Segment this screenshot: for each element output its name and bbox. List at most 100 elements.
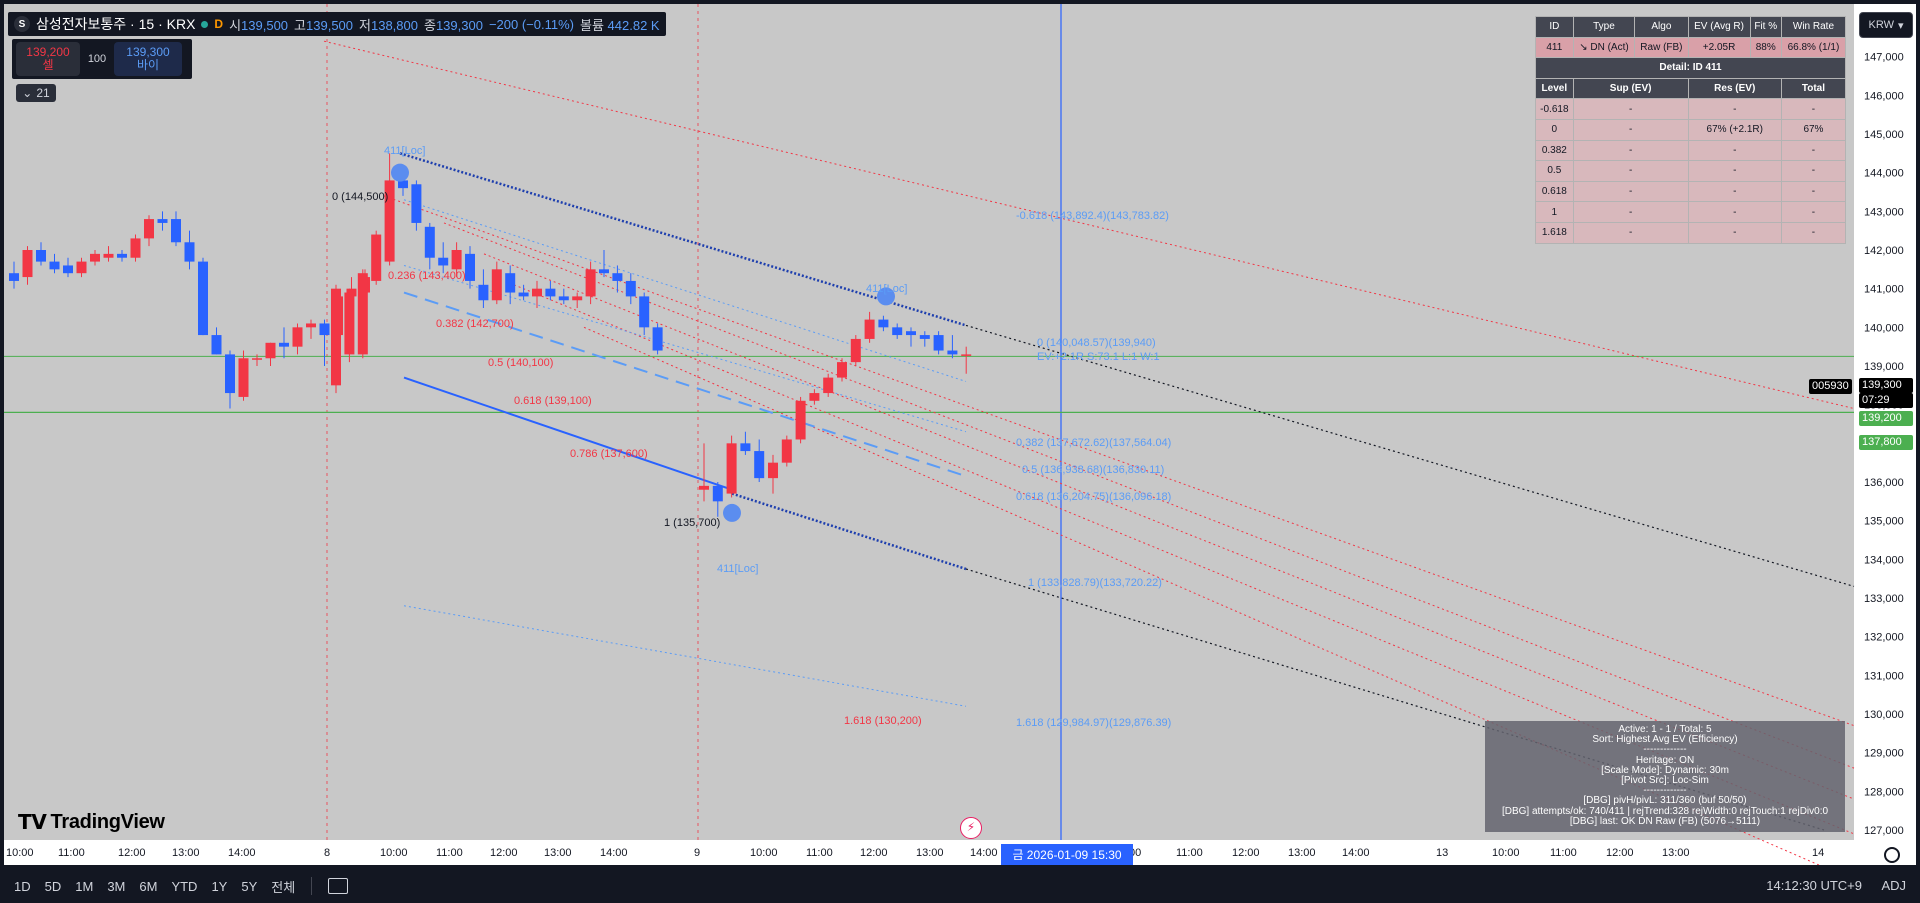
table-cell: - — [1572, 180, 1689, 203]
table-cell: - — [1687, 180, 1782, 203]
bid-price-tag: 139,200 — [1859, 411, 1913, 426]
candle-body — [398, 180, 408, 189]
candle-body — [63, 265, 73, 274]
sell-button[interactable]: 139,200 셀 — [16, 42, 80, 76]
chart-annotation: 0 (144,500) — [332, 191, 388, 203]
candle-body — [768, 462, 778, 479]
candle-body — [850, 338, 861, 363]
y-tick-label: 146,000 — [1864, 90, 1904, 102]
x-tick-label: 13:00 — [1288, 847, 1316, 859]
debug-line: Sort: Highest Avg EV (Efficiency) — [1592, 734, 1738, 746]
clock[interactable]: 14:12:30 UTC+9 — [1766, 878, 1862, 893]
x-tick-label: 13:00 — [172, 847, 200, 859]
chart-annotation: 0.786 (137,600) — [570, 448, 648, 460]
debug-line: [DBG] pivH/pivL: 311/360 (buf 50/50) — [1583, 795, 1747, 807]
chart-annotation: 0.382 (137,672.62)(137,564.04) — [1016, 437, 1171, 449]
candle-body — [306, 323, 316, 328]
chart-annotation: 1 (133,828.79)(133,720.22) — [1028, 577, 1162, 589]
date-range-icon[interactable] — [328, 878, 349, 894]
candle-body — [919, 335, 930, 339]
candle-body — [639, 296, 650, 328]
table-cell: -0.618 — [1535, 98, 1574, 120]
candle-body — [961, 354, 972, 356]
timeframe-6m[interactable]: 6M — [139, 878, 158, 894]
level-row: 0.5- - - — [1535, 160, 1847, 182]
bottom-toolbar: 1D 5D 1M 3M 6M YTD 1Y 5Y 전체 14:12:30 UTC… — [0, 869, 1920, 903]
chart-annotation: 1 (135,700) — [664, 517, 720, 529]
candle-body — [585, 269, 596, 297]
chart-pane[interactable]: 127,000 128,000 129,000 130,000 131,000 132,0… — [4, 4, 1916, 865]
symbol-logo-icon: S — [14, 16, 30, 32]
x-tick-label: 13:00 — [916, 847, 944, 859]
market-open-dot-icon — [201, 20, 209, 28]
quantity-field[interactable]: 100 — [87, 53, 107, 65]
strategy-info-table: ID Type Algo EV (Avg R) Fit % Win Rate 4… — [1535, 16, 1847, 244]
table-header-cell: Type — [1572, 16, 1636, 38]
table-cell: - — [1780, 160, 1847, 182]
countdown-tag: 07:29 — [1859, 393, 1913, 408]
candle-body — [49, 261, 60, 270]
candle-body — [319, 323, 330, 336]
gear-icon[interactable] — [1884, 847, 1900, 863]
table-cell: 88% — [1749, 36, 1782, 59]
candle-body — [331, 288, 341, 386]
timeframe-ytd[interactable]: YTD — [171, 878, 198, 894]
table-cell: 0.382 — [1535, 139, 1574, 162]
candle-body — [906, 331, 916, 336]
table-header-cell: ID — [1535, 16, 1574, 38]
flash-icon[interactable]: ⚡ — [960, 817, 982, 839]
timeframe-3m[interactable]: 3M — [107, 878, 126, 894]
candle-body — [781, 439, 792, 463]
candle-body — [157, 219, 168, 223]
candle-body — [545, 288, 556, 297]
buy-button[interactable]: 139,300 바이 — [114, 42, 182, 76]
ohlc-open: 시139,500 — [229, 17, 289, 33]
adj-button[interactable]: ADJ — [1881, 878, 1906, 893]
candle-body — [90, 253, 100, 262]
timeframe-5y[interactable]: 5Y — [241, 878, 258, 894]
candle-body — [837, 362, 847, 378]
level-row: -0.618- - - — [1535, 98, 1847, 120]
candle-body — [9, 273, 19, 281]
table-cell: Raw (FB) — [1634, 36, 1689, 59]
table-cell: - — [1780, 98, 1847, 120]
candle-body — [712, 485, 723, 502]
channel-inner-line — [403, 199, 967, 382]
symbol-code-tag: 005930 — [1809, 379, 1852, 394]
table-header-row: ID Type Algo EV (Avg R) Fit % Win Rate — [1535, 16, 1847, 38]
candle-body — [211, 335, 222, 355]
debug-info-box: Active: 1 - 1 / Total: 5 Sort: Highest Av… — [1485, 721, 1845, 832]
table-cell: - — [1780, 139, 1847, 162]
candle-body — [103, 253, 114, 258]
indicators-toggle-button[interactable]: ⌄ 21 — [16, 84, 56, 102]
table-cell: 411 — [1535, 36, 1574, 59]
timeframe-5d[interactable]: 5D — [44, 878, 62, 894]
symbol-name[interactable]: 삼성전자보통주 · 15 · KRX — [36, 16, 196, 32]
table-header-cell: Total — [1780, 77, 1847, 100]
timeframe-1m[interactable]: 1M — [75, 878, 94, 894]
debug-line: [Scale Mode]: Dynamic: 30m — [1601, 764, 1729, 776]
table-cell: 66.8% (1/1) — [1780, 36, 1847, 59]
buy-price: 139,300 — [126, 45, 170, 59]
timeframe-all[interactable]: 전체 — [271, 879, 296, 895]
table-header-cell: Res (EV) — [1687, 77, 1782, 100]
quick-trade-panel: 139,200 셀 100 139,300 바이 — [12, 39, 192, 79]
currency-button[interactable]: KRW ▾ — [1859, 12, 1913, 38]
table-cell: - — [1687, 98, 1782, 120]
x-tick-label: 8 — [324, 847, 330, 859]
chart-annotation: 0.618 (136,204.75)(136,096.18) — [1016, 491, 1171, 503]
status-badge[interactable]: D — [214, 17, 224, 31]
timeframe-1d[interactable]: 1D — [14, 878, 31, 894]
symbol-header[interactable]: S 삼성전자보통주 · 15 · KRX D 시139,500 고139,500… — [8, 12, 666, 36]
candle-body — [612, 273, 623, 281]
detail-title-row: Detail: ID 411 — [1535, 57, 1846, 79]
chart-annotation: 0.5 (140,100) — [488, 357, 553, 369]
level-row: 1--- — [1535, 201, 1847, 223]
x-tick-label: 12:00 — [1232, 847, 1260, 859]
tradingview-logo[interactable]: 𝗧𝗩 TradingView — [18, 810, 165, 835]
chevron-down-icon: ⌄ — [22, 86, 33, 100]
chart-annotation: 1.618 (130,200) — [844, 715, 922, 727]
chart-annotation: 0 (140,048.57)(139,940) — [1037, 337, 1156, 349]
candle-body — [465, 253, 475, 281]
timeframe-1y[interactable]: 1Y — [211, 878, 228, 894]
